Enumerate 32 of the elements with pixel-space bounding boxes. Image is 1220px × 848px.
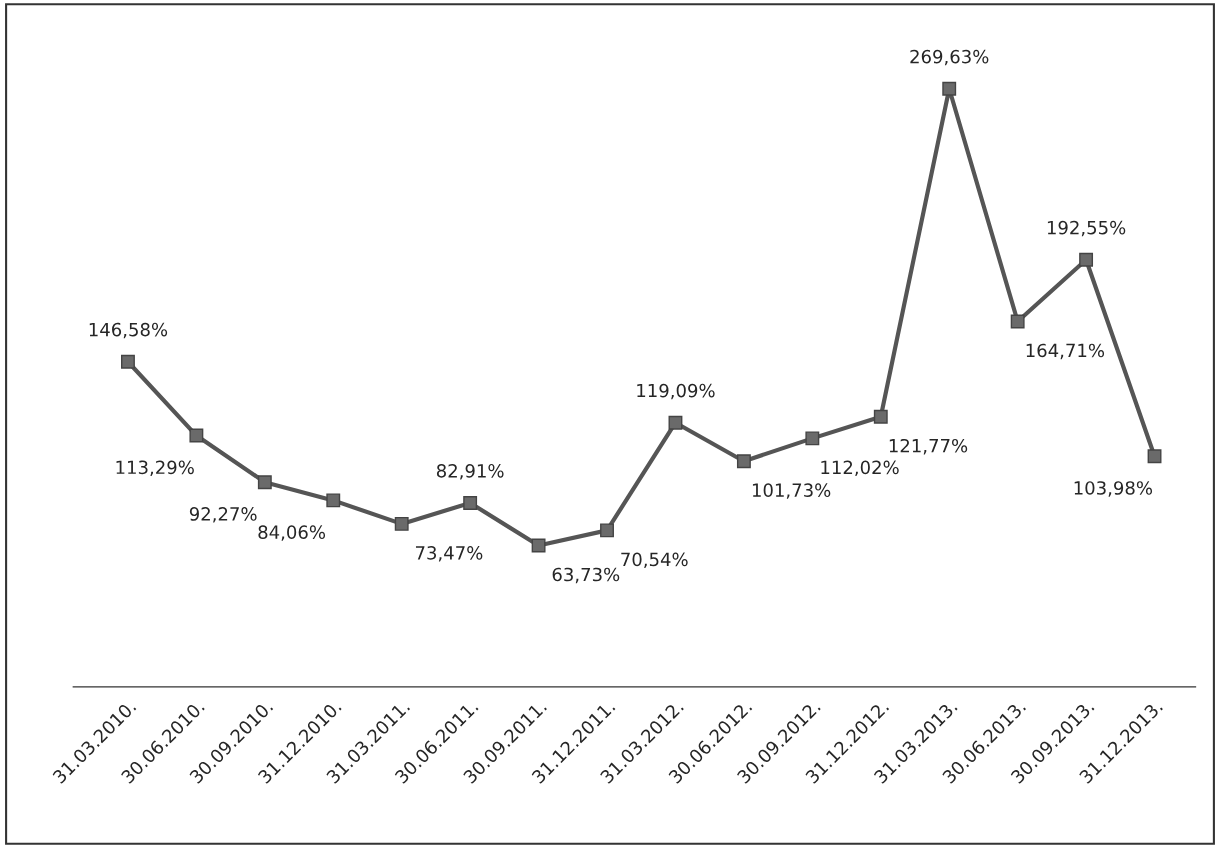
data-label: 119,09% — [637, 383, 715, 400]
data-label: 164,71% — [1026, 343, 1105, 360]
point — [1079, 252, 1094, 267]
point — [942, 81, 957, 96]
point — [531, 538, 546, 553]
data-label: 92,27% — [189, 507, 257, 523]
data-label: 121,77% — [889, 438, 968, 455]
data-label: 70,54% — [621, 552, 688, 569]
data-label: 103,98% — [1074, 481, 1153, 497]
data-label: 269,63% — [910, 49, 989, 66]
data-label: 112,02% — [821, 460, 899, 477]
point — [873, 409, 888, 424]
data-label: 192,55% — [1047, 220, 1126, 237]
point — [394, 516, 409, 531]
point — [463, 496, 478, 510]
data-label: 146,58% — [89, 322, 168, 339]
point — [189, 428, 204, 443]
point — [326, 493, 341, 508]
point — [257, 475, 272, 490]
point — [736, 454, 751, 469]
data-label: 101,73% — [752, 483, 831, 499]
point — [668, 415, 683, 430]
point — [121, 354, 135, 369]
point — [1147, 449, 1162, 464]
point — [1010, 314, 1025, 329]
data-label: 82,91% — [436, 463, 504, 480]
point — [805, 431, 820, 446]
point — [600, 523, 614, 538]
data-label: 63,73% — [552, 567, 620, 584]
data-label: 84,06% — [258, 525, 326, 541]
data-label: 73,47% — [415, 546, 483, 562]
data-label: 113,29% — [116, 460, 194, 476]
